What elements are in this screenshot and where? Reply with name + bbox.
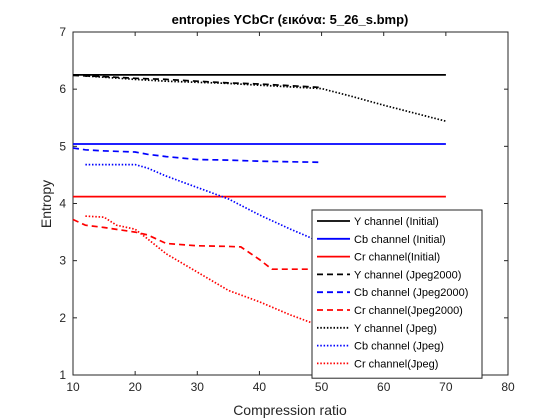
legend-entry: Y channel (Initial) — [354, 216, 439, 228]
x-tick-label: 50 — [315, 380, 329, 394]
x-tick-label: 70 — [439, 380, 453, 394]
x-tick-label: 60 — [377, 380, 391, 394]
series-line — [72, 147, 322, 164]
x-tick-label: 30 — [191, 380, 205, 394]
y-tick-label: 3 — [59, 254, 66, 268]
x-tick-label: 20 — [128, 380, 142, 394]
legend: Y channel (Initial) Cb channel (Initial) C… — [311, 209, 483, 379]
legend-entry: Cr channel(Jpeg) — [354, 358, 438, 370]
legend-entry: Y channel (Jpeg2000) — [354, 269, 461, 281]
series-line — [85, 75, 447, 123]
y-axis-label: Entropy — [38, 180, 54, 228]
y-tick-label: 6 — [59, 82, 66, 96]
y-tick-label: 1 — [59, 368, 66, 382]
x-axis-label: Compression ratio — [233, 402, 347, 418]
y-tick-label: 5 — [59, 139, 66, 153]
y-tick-label: 2 — [59, 311, 66, 325]
y-tick-label: 4 — [59, 197, 66, 211]
legend-entry: Cb channel (Jpeg2000) — [354, 287, 468, 299]
legend-entry: Y channel (Jpeg) — [354, 323, 437, 335]
chart-title: entropies YCbCr (εικόνα: 5_26_s.bmp) — [172, 12, 409, 27]
series-line — [72, 74, 322, 89]
legend-entry: Cr channel(Initial) — [354, 252, 440, 264]
series-line — [85, 215, 322, 328]
x-tick-label: 10 — [66, 380, 80, 394]
series-line — [85, 163, 322, 244]
legend-entry: Cb channel (Initial) — [354, 234, 446, 246]
series-line — [72, 218, 322, 271]
legend-entry: Cr channel(Jpeg2000) — [354, 305, 463, 317]
x-tick-label: 80 — [501, 380, 515, 394]
y-tick-label: 7 — [59, 25, 66, 39]
x-tick-label: 40 — [253, 380, 267, 394]
legend-entry: Cb channel (Jpeg) — [354, 341, 444, 353]
